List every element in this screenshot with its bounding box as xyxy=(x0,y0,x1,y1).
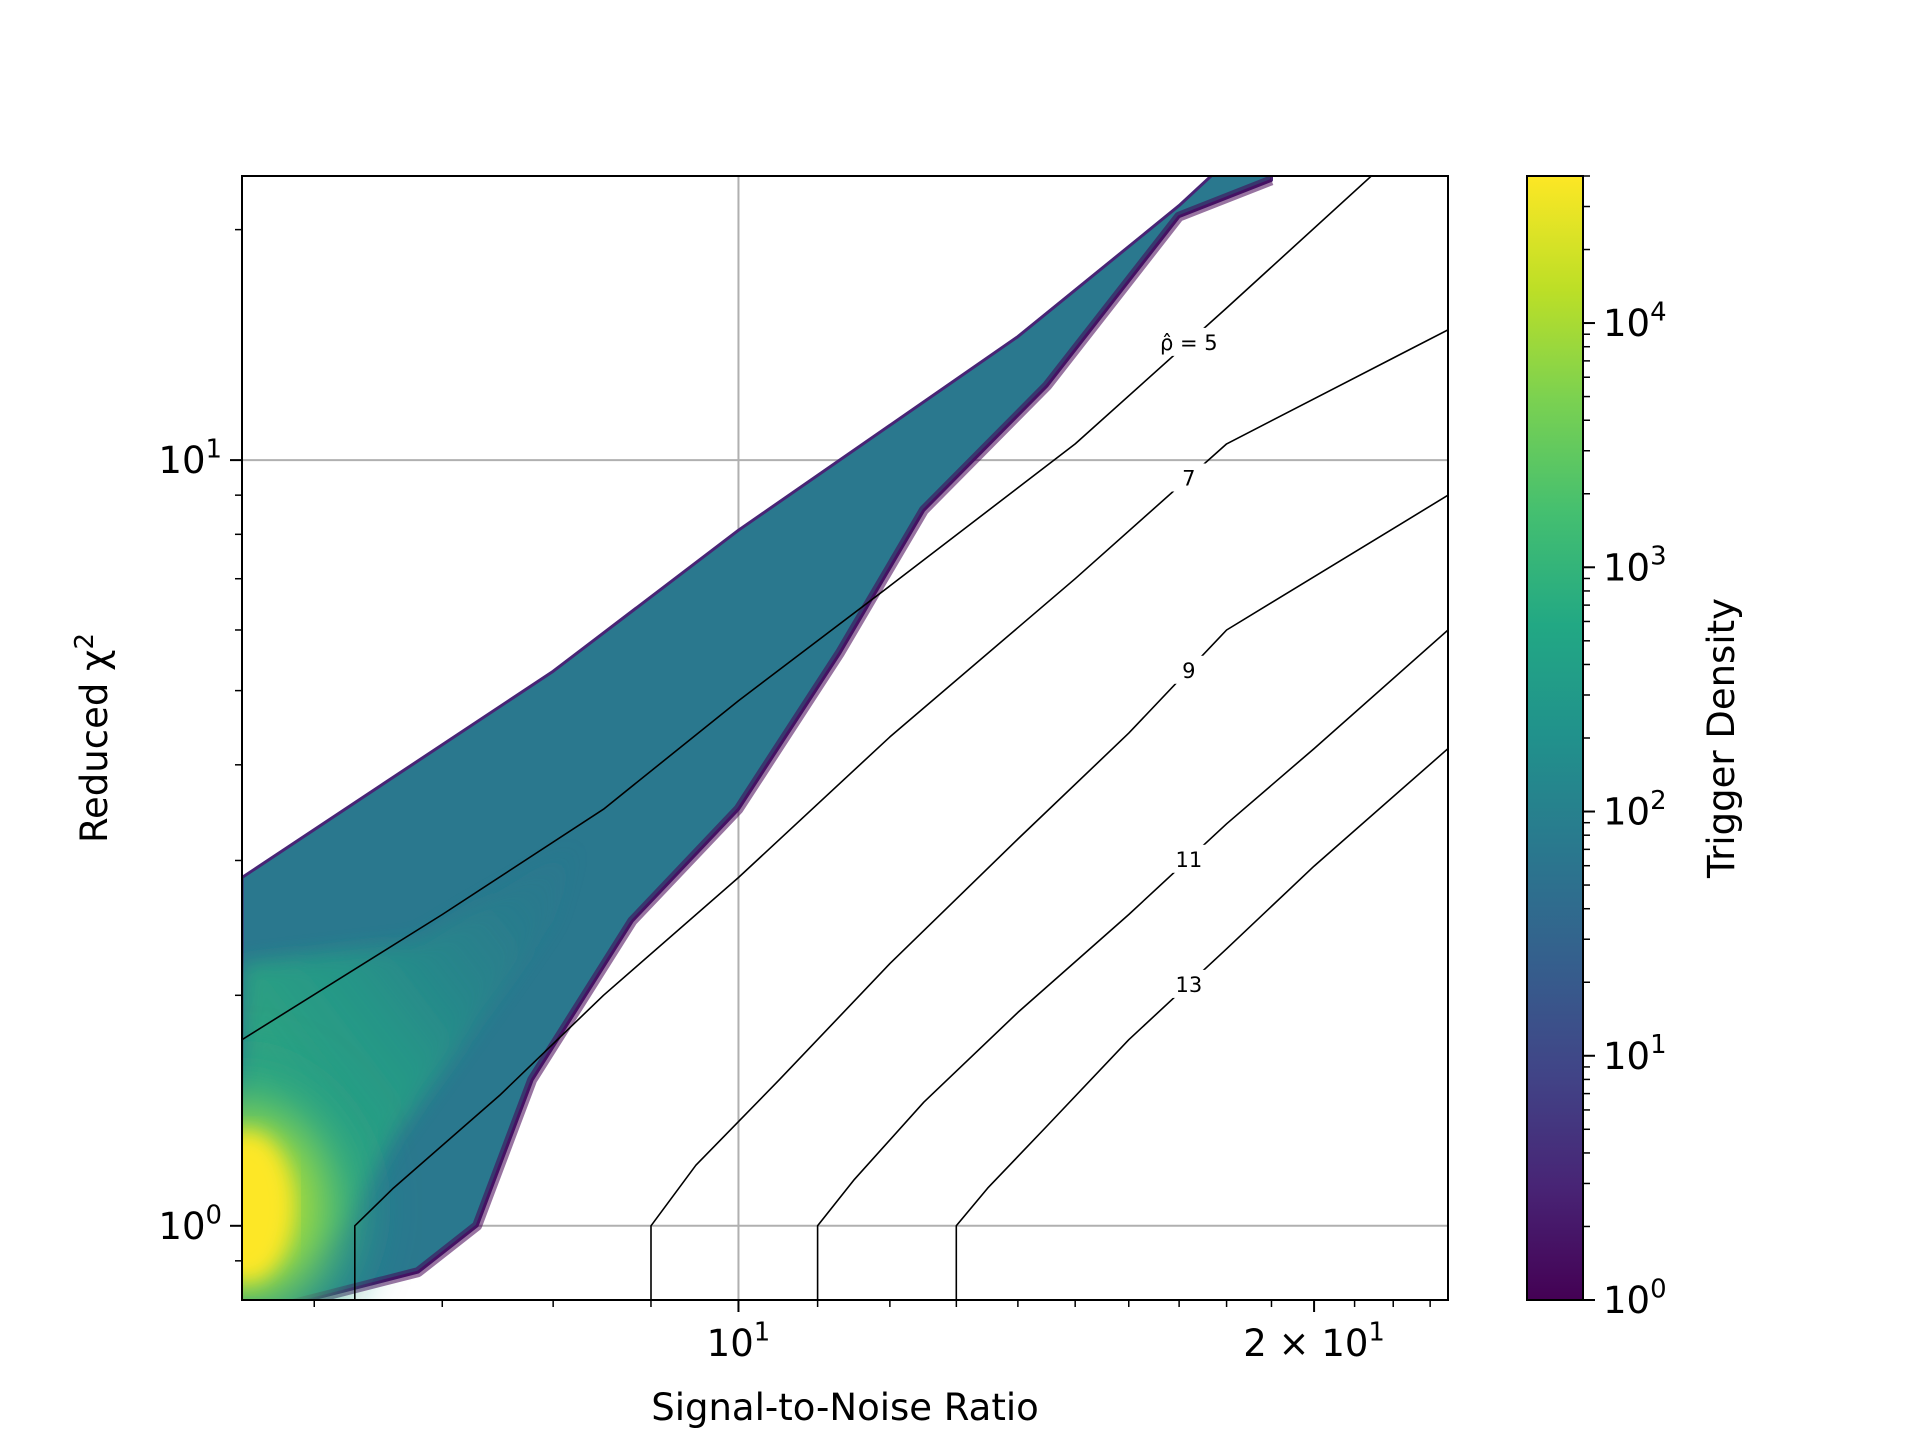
x-tick-label: 101 xyxy=(707,1317,771,1365)
y-axis-label: Reduced χ2 xyxy=(70,633,116,843)
contour-line xyxy=(955,747,1448,1300)
contour-label-bg xyxy=(1156,327,1221,356)
contour-label-bg xyxy=(1156,844,1221,873)
contour-label: 13 xyxy=(1175,973,1202,997)
contour-labels: ρ̂ = 5 7 9 11 13 xyxy=(1156,327,1221,998)
density-peak-core xyxy=(242,1131,292,1282)
contour-label: 7 xyxy=(1182,467,1195,491)
contour-label-bg xyxy=(1156,655,1221,684)
x-axis-label: Signal-to-Noise Ratio xyxy=(651,1386,1039,1429)
contour-label: 9 xyxy=(1182,659,1195,683)
contour-label-bg xyxy=(1156,463,1221,492)
colorbar-tick-label: 104 xyxy=(1603,298,1667,346)
colorbar-tick-label: 103 xyxy=(1603,542,1667,590)
y-tick-label: 100 xyxy=(158,1200,222,1248)
plot-frame xyxy=(241,175,1449,1301)
contour-label-bg xyxy=(1156,969,1221,998)
colorbar-tick-label: 101 xyxy=(1603,1030,1667,1078)
contour-line xyxy=(816,629,1448,1300)
colorbar-tick-label: 102 xyxy=(1603,786,1667,834)
contour-label: 11 xyxy=(1175,848,1202,872)
x-tick-label: 2 × 101 xyxy=(1243,1317,1385,1365)
density-fringe xyxy=(288,176,1274,1300)
colorbar-tick-label: 100 xyxy=(1603,1274,1667,1322)
colorbar-ticks: 100 101 102 103 104 xyxy=(1583,175,1667,1322)
contour-line xyxy=(354,329,1448,1300)
colorbar-gradient xyxy=(1526,175,1584,1301)
y-tick-label: 101 xyxy=(158,435,222,483)
colorbar-label: Trigger Density xyxy=(1700,598,1743,879)
x-axis: 101 2 × 101 xyxy=(313,1300,1431,1365)
y-axis: 100 101 xyxy=(158,228,242,1262)
plot-area: ρ̂ = 5 7 9 11 13 xyxy=(241,57,1449,1301)
isolated-cluster xyxy=(1335,57,1367,58)
contour-label: ρ̂ = 5 xyxy=(1160,331,1218,355)
colorbar: 100 101 102 103 104 Trigger Density xyxy=(1526,175,1743,1322)
